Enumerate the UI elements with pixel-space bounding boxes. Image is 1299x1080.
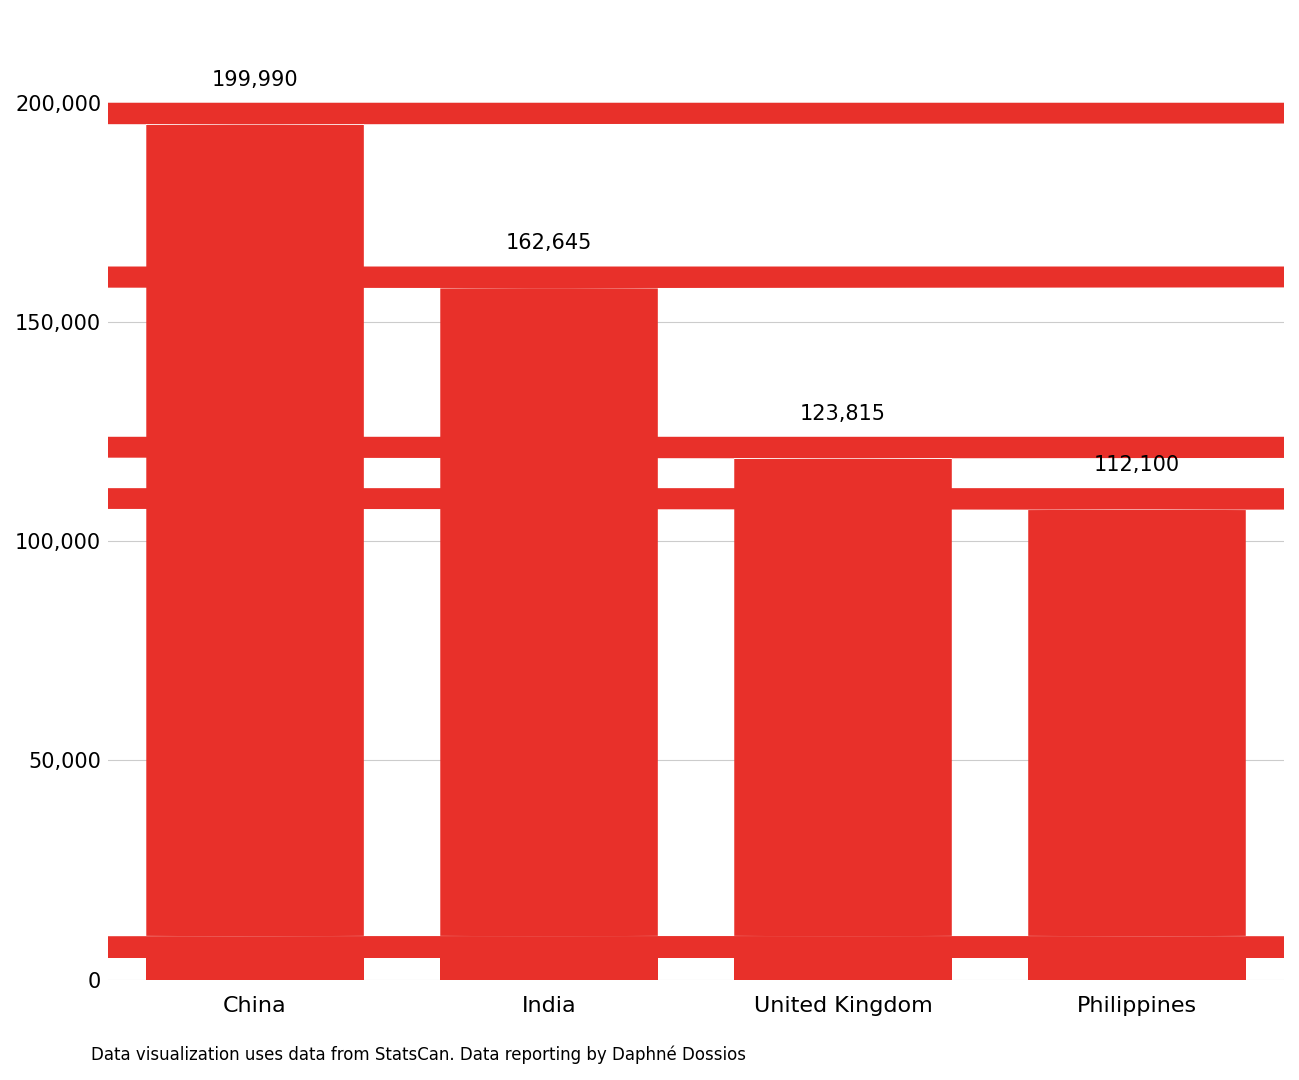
Bar <box>147 958 364 980</box>
Text: 112,100: 112,100 <box>1094 455 1179 475</box>
Bar <box>440 958 657 980</box>
Text: 162,645: 162,645 <box>505 233 592 254</box>
FancyBboxPatch shape <box>0 436 1299 958</box>
FancyBboxPatch shape <box>0 267 1299 958</box>
Bar <box>734 958 952 980</box>
Bar <box>1029 958 1246 980</box>
FancyBboxPatch shape <box>0 488 1299 958</box>
FancyBboxPatch shape <box>0 103 1299 958</box>
Text: Data visualization uses data from StatsCan. Data reporting by Daphné Dossios: Data visualization uses data from StatsC… <box>91 1045 746 1064</box>
Text: 123,815: 123,815 <box>800 404 886 423</box>
Text: 199,990: 199,990 <box>212 69 299 90</box>
